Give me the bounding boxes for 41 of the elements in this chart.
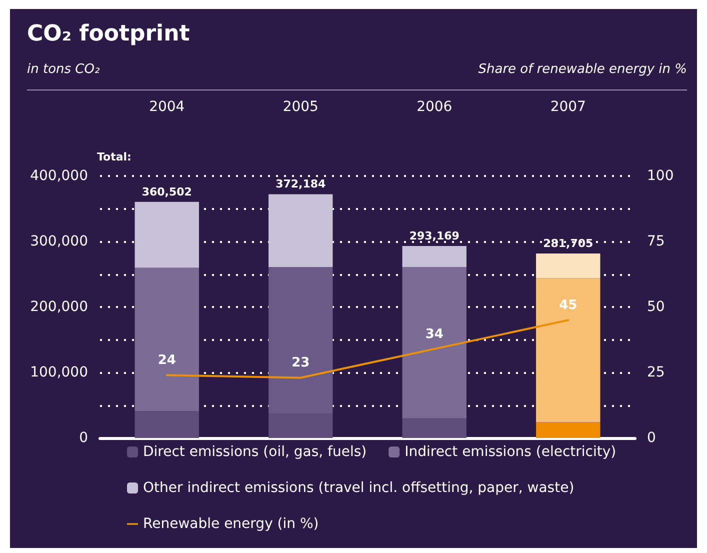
x-tick-label: 2005	[282, 99, 318, 115]
bar	[402, 267, 466, 418]
chart-title: CO₂ footprint	[27, 22, 190, 46]
bar	[134, 202, 199, 268]
y2-tick-label: 0	[647, 430, 656, 446]
bar	[402, 246, 466, 268]
bar	[536, 278, 600, 422]
y-tick-label: 0	[79, 430, 88, 446]
bar	[268, 267, 333, 414]
total-label: 293,169	[409, 229, 460, 242]
bar	[268, 194, 333, 268]
legend-label: Renewable energy (in %)	[143, 516, 319, 532]
y-axis-title: in tons CO₂	[27, 62, 100, 77]
x-tick-label: 2006	[416, 99, 452, 115]
y-tick-label: 200,000	[30, 299, 88, 315]
y2-axis-title: Share of renewable energy in %	[478, 62, 688, 77]
bar	[536, 422, 600, 438]
bar	[134, 411, 199, 438]
bar	[268, 414, 333, 438]
y-tick-label: 400,000	[30, 168, 88, 184]
legend-label: Other indirect emissions (travel incl. offsetting, paper, waste)	[143, 480, 574, 496]
y-tick-label: 300,000	[30, 234, 88, 250]
data-label: 34	[425, 326, 444, 342]
y2-tick-label: 50	[647, 299, 665, 315]
y2-tick-label: 100	[647, 168, 674, 184]
total-label: 360,502	[142, 185, 192, 198]
y2-tick-label: 75	[647, 234, 665, 250]
x-tick-label: 2004	[149, 99, 185, 115]
bar	[134, 268, 199, 412]
y2-tick-label: 25	[647, 364, 665, 380]
data-label: 23	[292, 356, 310, 371]
data-label: 45	[559, 298, 578, 314]
legend-label: Indirect emissions (electricity)	[404, 444, 616, 460]
x-tick-label: 2007	[550, 99, 586, 115]
data-label: 24	[158, 353, 176, 368]
bar	[536, 253, 600, 278]
text: Total:	[97, 150, 132, 164]
bar	[402, 418, 466, 438]
y-tick-label: 100,000	[30, 364, 88, 380]
legend-label: Direct emissions (oil, gas, fuels)	[143, 444, 367, 460]
total-label: 372,184	[276, 178, 326, 191]
